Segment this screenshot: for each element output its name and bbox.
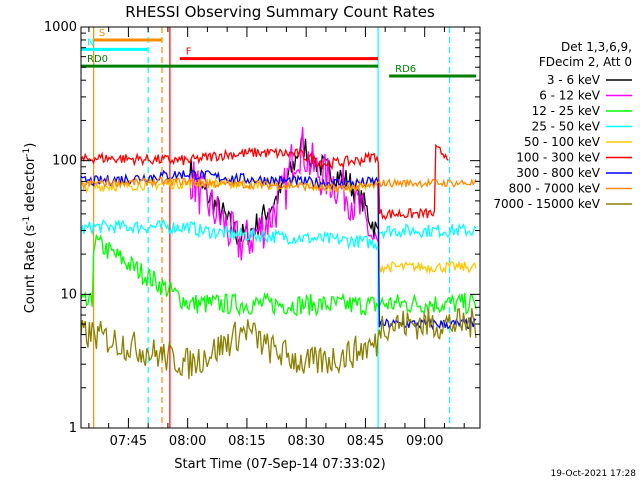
legend-label-8: 7000 - 15000 keV	[493, 197, 600, 211]
legend-label-2: 12 - 25 keV	[532, 104, 601, 118]
legend: Det 1,3,6,9, FDecim 2, Att 0 3 - 6 keV 6 …	[493, 40, 632, 211]
legend-label-0: 3 - 6 keV	[547, 73, 601, 87]
x-tick-label-1: 08:00	[169, 434, 206, 449]
data-layer	[80, 27, 477, 428]
legend-header-line-1: Det 1,3,6,9,	[561, 40, 632, 54]
axes-layer: 1 10 100 1000 07:45 08:00 08:15 08:30 08:45 09:00	[44, 20, 481, 449]
series-line-1	[188, 127, 379, 261]
x-tick-label-3: 08:30	[287, 434, 324, 449]
y-axis-label-sup2: -1	[22, 148, 32, 157]
x-tick-label-4: 08:45	[347, 434, 384, 449]
series-line-6	[80, 169, 477, 331]
legend-header-line-2: FDecim 2, Att 0	[539, 55, 632, 69]
x-tick-label-0: 07:45	[110, 434, 147, 449]
x-axis-label: Start Time (07-Sep-14 07:33:02)	[174, 457, 385, 472]
series-line-8	[80, 307, 477, 380]
y-axis-label-end: )	[23, 143, 38, 148]
y-tick-label-1: 10	[60, 287, 77, 302]
y-tick-label-0: 1	[69, 421, 77, 436]
y-tick-label-3: 1000	[44, 20, 77, 35]
legend-label-3: 25 - 50 keV	[532, 120, 601, 134]
series-line-2	[80, 234, 477, 317]
state-bar-label-n: N	[87, 37, 94, 48]
y-axis-label-mid: detector	[23, 156, 38, 216]
legend-label-4: 50 - 100 keV	[524, 135, 601, 149]
legend-label-7: 800 - 7000 keV	[509, 182, 601, 196]
y-axis-label-main: Count Rate (s	[23, 225, 38, 314]
legend-label-5: 100 - 300 keV	[516, 151, 600, 165]
state-bar-label-f: F	[186, 47, 192, 58]
y-axis-label-sup1: -1	[22, 216, 32, 225]
state-bars-layer: SN F RD0 RD6	[81, 28, 477, 78]
y-axis-label: Count Rate (s-1 detector-1)	[22, 143, 38, 314]
generation-timestamp: 19-Oct-2021 17:28	[551, 469, 637, 479]
x-tick-label-5: 09:00	[406, 434, 443, 449]
state-bar-label-rd0: RD0	[87, 54, 108, 65]
series-line-5	[80, 143, 449, 221]
legend-label-1: 6 - 12 keV	[539, 89, 601, 103]
plot-frame	[80, 26, 481, 429]
state-bar-label-s: S	[99, 28, 105, 39]
x-tick-label-2: 08:15	[228, 434, 265, 449]
legend-label-6: 300 - 800 keV	[516, 166, 600, 180]
series-line-7	[80, 176, 477, 195]
chart-title: RHESSI Observing Summary Count Rates	[125, 3, 435, 21]
series-line-3	[80, 218, 477, 251]
state-bar-label-rd6: RD6	[395, 64, 416, 75]
y-tick-label-2: 100	[52, 154, 77, 169]
